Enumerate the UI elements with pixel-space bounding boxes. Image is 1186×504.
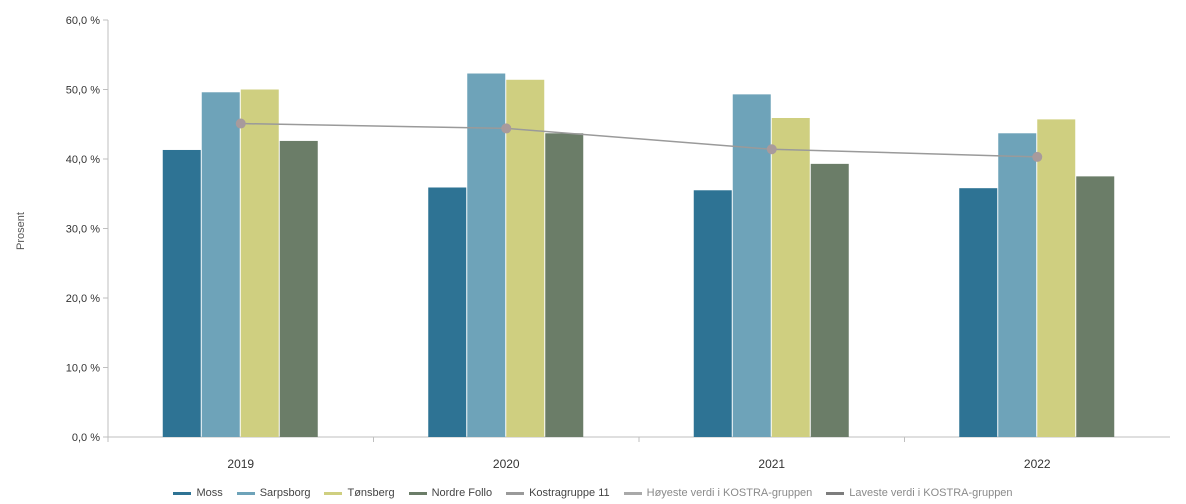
- x-category-label: 2019: [227, 457, 254, 471]
- y-tick-label: 60,0 %: [66, 15, 100, 27]
- y-tick-label: 40,0 %: [66, 154, 100, 166]
- legend-item-kostragruppe-11[interactable]: Kostragruppe 11: [506, 487, 610, 499]
- point-kostragruppe-11-2020[interactable]: [501, 123, 512, 134]
- legend-item-tonsberg[interactable]: Tønsberg: [324, 487, 395, 499]
- bar-nordre-follo-2020[interactable]: [545, 133, 584, 437]
- bar-t-nsberg-2021[interactable]: [771, 117, 810, 438]
- bar-moss-2020[interactable]: [428, 187, 467, 437]
- x-category-label: 2021: [758, 457, 785, 471]
- bar-nordre-follo-2022[interactable]: [1076, 176, 1115, 437]
- bar-t-nsberg-2020[interactable]: [506, 79, 545, 438]
- legend-label: Høyeste verdi i KOSTRA-gruppen: [646, 487, 813, 499]
- y-ticks: 0,0 % 10,0 % 20,0 % 30,0 % 40,0 % 50,0 % 60,0 …: [66, 15, 108, 444]
- bar-moss-2022[interactable]: [959, 188, 998, 437]
- legend-swatch-icon: [506, 491, 525, 495]
- y-tick-label: 10,0 %: [66, 363, 100, 375]
- bars: [162, 73, 1115, 438]
- legend-swatch-icon: [826, 491, 845, 495]
- legend-label: Tønsberg: [347, 487, 395, 499]
- x-category-label: 2020: [493, 457, 520, 471]
- legend-label: Kostragruppe 11: [529, 487, 610, 499]
- legend-label: Moss: [196, 487, 223, 499]
- bar-t-nsberg-2022[interactable]: [1037, 119, 1076, 437]
- x-category-label: 2022: [1024, 457, 1051, 471]
- y-tick-label: 20,0 %: [66, 293, 100, 305]
- y-tick-label: 30,0 %: [66, 224, 100, 236]
- legend-item-sarpsborg[interactable]: Sarpsborg: [236, 487, 311, 499]
- legend-swatch-icon: [173, 491, 192, 495]
- y-axis-label: Prosent: [15, 212, 27, 250]
- legend-swatch-icon: [623, 491, 642, 495]
- legend-swatch-icon: [408, 491, 427, 495]
- bar-sarpsborg-2019[interactable]: [201, 92, 240, 437]
- bar-moss-2021[interactable]: [693, 190, 732, 437]
- y-tick-label: 50,0 %: [66, 85, 100, 97]
- legend-swatch-icon: [236, 491, 255, 495]
- bar-moss-2019[interactable]: [162, 149, 201, 437]
- bar-sarpsborg-2022[interactable]: [998, 133, 1037, 437]
- y-tick-label: 0,0 %: [72, 432, 100, 444]
- lines: [235, 118, 1043, 162]
- point-kostragruppe-11-2019[interactable]: [235, 118, 246, 129]
- bar-sarpsborg-2021[interactable]: [732, 94, 771, 438]
- legend-label: Sarpsborg: [259, 487, 311, 499]
- bar-t-nsberg-2019[interactable]: [240, 89, 279, 438]
- chart: Prosent 0,0 % 10,0 % 20,0 % 30,0 % 40,0 % 50,…: [15, 15, 1170, 471]
- legend-swatch-icon: [324, 491, 343, 495]
- legend-label: Laveste verdi i KOSTRA-gruppen: [849, 487, 1013, 499]
- bar-nordre-follo-2021[interactable]: [810, 163, 849, 438]
- line-kostragruppe-11: [240, 122, 1038, 158]
- legend-item-hoyeste-verdi[interactable]: Høyeste verdi i KOSTRA-gruppen: [623, 487, 813, 499]
- bar-sarpsborg-2020[interactable]: [467, 73, 506, 437]
- point-kostragruppe-11-2022[interactable]: [1032, 151, 1043, 162]
- legend-item-nordre-follo[interactable]: Nordre Follo: [408, 487, 493, 499]
- legend-item-moss[interactable]: Moss: [173, 487, 223, 499]
- legend: Moss Sarpsborg Tønsberg Nordre Follo Kos…: [0, 484, 1186, 502]
- x-categories: 2019 2020 2021 2022: [107, 437, 1051, 471]
- legend-label: Nordre Follo: [431, 487, 493, 499]
- point-kostragruppe-11-2021[interactable]: [766, 144, 777, 155]
- legend-item-laveste-verdi[interactable]: Laveste verdi i KOSTRA-gruppen: [826, 487, 1013, 499]
- bar-nordre-follo-2019[interactable]: [279, 140, 318, 437]
